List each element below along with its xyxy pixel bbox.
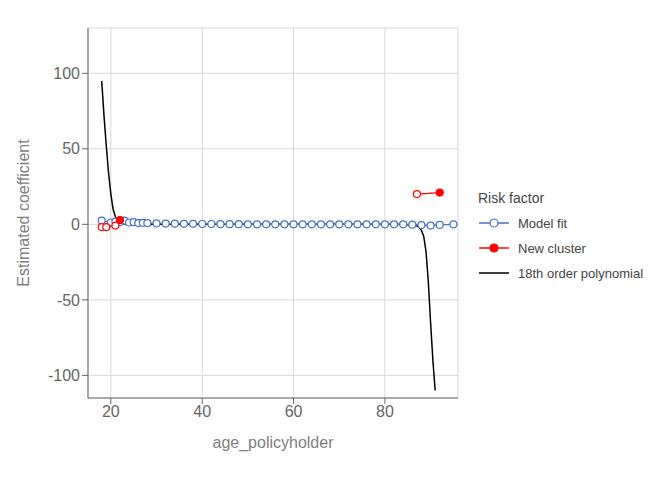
html-text:18th order polynomial: 18th order polynomial (518, 265, 643, 281)
svg-text:60: 60 (285, 403, 303, 420)
svg-text:80: 80 (376, 403, 394, 420)
svg-text:-100: -100 (48, 367, 80, 384)
svg-text:40: 40 (193, 403, 211, 420)
svg-text:-50: -50 (57, 292, 80, 309)
html-text:Risk factor: Risk factor (478, 189, 545, 206)
svg-text:Estimated coefficient: Estimated coefficient (15, 139, 32, 287)
svg-text:0: 0 (71, 216, 80, 233)
svg-text:100: 100 (53, 65, 80, 82)
svg-text:50: 50 (62, 140, 80, 157)
svg-text:20: 20 (102, 403, 120, 420)
html-text:New cluster: New cluster (518, 240, 586, 256)
svg-text:age_policyholder: age_policyholder (213, 434, 335, 452)
html-text:Model fit: Model fit (518, 215, 568, 231)
